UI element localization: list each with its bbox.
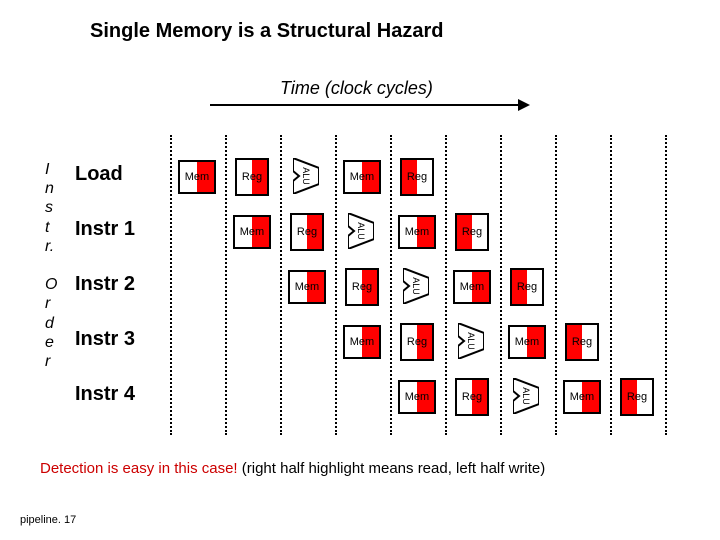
mem-stage: Mem: [398, 215, 436, 249]
alu-stage: ALU: [513, 378, 539, 414]
reg-stage: Reg: [455, 213, 489, 251]
alu-stage: ALU: [293, 158, 319, 194]
alu-stage: ALU: [403, 268, 429, 304]
reg-stage: Reg: [400, 323, 434, 361]
alu-stage: ALU: [458, 323, 484, 359]
mem-stage: Mem: [398, 380, 436, 414]
page-title: Single Memory is a Structural Hazard: [90, 20, 443, 43]
row-label: Instr 4: [75, 383, 135, 406]
mem-stage: Mem: [343, 325, 381, 359]
mem-stage: Mem: [508, 325, 546, 359]
mem-stage: Mem: [563, 380, 601, 414]
slide-footer: pipeline. 17: [20, 514, 76, 526]
reg-stage: Reg: [620, 378, 654, 416]
time-arrow: [210, 104, 520, 106]
mem-stage: Mem: [343, 160, 381, 194]
reg-stage: Reg: [510, 268, 544, 306]
row-label: Load: [75, 163, 123, 186]
row-label: Instr 2: [75, 273, 135, 296]
reg-stage: Reg: [290, 213, 324, 251]
reg-stage: Reg: [345, 268, 379, 306]
alu-stage: ALU: [348, 213, 374, 249]
reg-stage: Reg: [400, 158, 434, 196]
mem-stage: Mem: [453, 270, 491, 304]
reg-stage: Reg: [455, 378, 489, 416]
instr-order-label: Instr. Order: [45, 160, 55, 371]
row-label: Instr 1: [75, 218, 135, 241]
reg-stage: Reg: [565, 323, 599, 361]
reg-stage: Reg: [235, 158, 269, 196]
mem-stage: Mem: [178, 160, 216, 194]
detection-rest: (right half highlight means read, left h…: [238, 460, 546, 477]
mem-stage: Mem: [233, 215, 271, 249]
time-label: Time (clock cycles): [280, 78, 433, 99]
detection-emph: Detection is easy in this case!: [40, 460, 238, 477]
mem-stage: Mem: [288, 270, 326, 304]
row-label: Instr 3: [75, 328, 135, 351]
detection-note: Detection is easy in this case! (right h…: [40, 460, 545, 477]
